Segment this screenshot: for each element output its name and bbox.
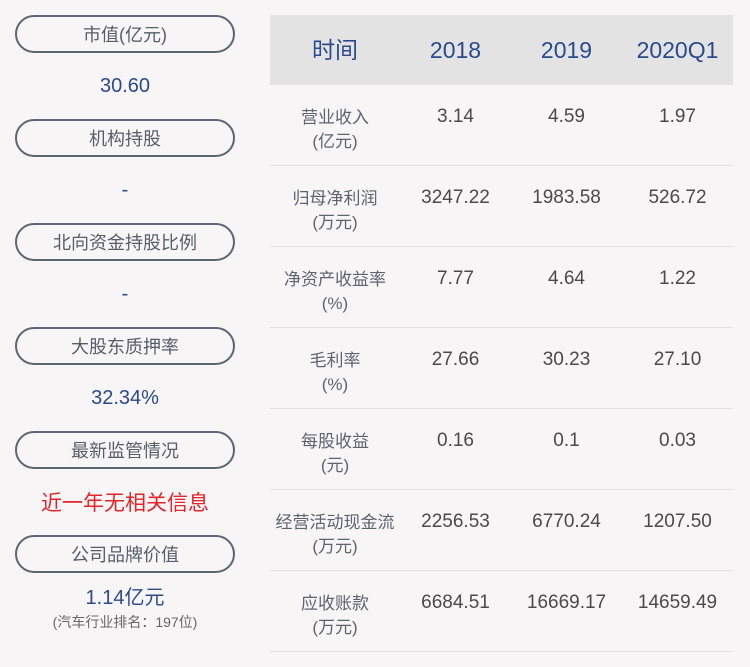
header-cell: 2018 [429,36,482,63]
header-cell: 2019 [540,36,593,63]
table-cell: 0.1 [553,430,580,451]
table-row: 净资产收益率 (%) 7.77 4.64 1.22 [270,247,733,328]
table-cell: 0.03 [659,430,696,451]
financial-table: 时间 2018 2019 2020Q1 营业收入 (亿元) 3.14 4.59 1.97… [270,15,733,652]
table-cell: 1207.50 [643,511,712,532]
table-row: 经营活动现金流 (万元) 2256.53 6770.24 1207.50 [270,490,733,571]
metric-value: - [121,178,129,201]
metric-value: - [121,282,129,305]
table-cell: 4.59 [548,106,585,127]
header-cell: 时间 [312,37,358,63]
table-cell: 3.14 [437,106,474,127]
table-cell: 27.66 [431,349,480,370]
table-cell: 0.16 [437,430,474,451]
table-cell: 4.64 [548,268,585,289]
metric-sub: (汽车行业排名：197位) [52,613,198,630]
metric-label: 机构持股 [15,119,235,157]
table-cell: 6684.51 [421,592,490,613]
metric-value: 近一年无相关信息 [41,492,209,515]
metric-label: 市值(亿元) [15,15,235,53]
row-label: 营业收入 (亿元) [301,108,369,151]
row-label: 每股收益 (元) [301,432,369,475]
table-cell: 14659.49 [637,592,718,613]
brand-value-block: 1.14亿元 (汽车行业排名：197位) [15,573,235,639]
metric-label: 最新监管情况 [15,431,235,469]
metric-label: 北向资金持股比例 [15,223,235,261]
table-cell: 16669.17 [526,592,607,613]
table-cell: 1.97 [659,106,696,127]
metric-label: 公司品牌价值 [15,535,235,573]
row-label: 归母净利润 (万元) [292,189,378,232]
table-cell: 30.23 [542,349,591,370]
table-cell: 2256.53 [421,511,490,532]
metric-label: 大股东质押率 [15,327,235,365]
table-cell: 1983.58 [532,187,601,208]
row-label: 应收账款 (万元) [301,594,369,637]
row-label: 经营活动现金流 (万元) [275,513,395,556]
table-row: 应收账款 (万元) 6684.51 16669.17 14659.49 [270,571,733,652]
metric-value: 30.60 [99,74,151,97]
table-cell: 7.77 [437,268,474,289]
table-cell: 1.22 [659,268,696,289]
table-row: 营业收入 (亿元) 3.14 4.59 1.97 [270,85,733,166]
table-row: 毛利率 (%) 27.66 30.23 27.10 [270,328,733,409]
table-cell: 526.72 [648,187,707,208]
table-cell: 3247.22 [421,187,490,208]
table-header: 时间 2018 2019 2020Q1 [270,15,733,85]
table-cell: 27.10 [653,349,702,370]
metric-value: 32.34% [91,386,159,409]
table-cell: 6770.24 [532,511,601,532]
row-label: 毛利率 (%) [309,351,361,394]
table-row: 每股收益 (元) 0.16 0.1 0.03 [270,409,733,490]
row-label: 净资产收益率 (%) [284,270,386,313]
metric-value: 1.14亿元 [85,586,165,609]
metrics-panel: 市值(亿元) 30.60 机构持股 - 北向资金持股比例 - 大股东质押率 32… [15,15,235,639]
header-cell: 2020Q1 [636,36,719,63]
table-row: 归母净利润 (万元) 3247.22 1983.58 526.72 [270,166,733,247]
